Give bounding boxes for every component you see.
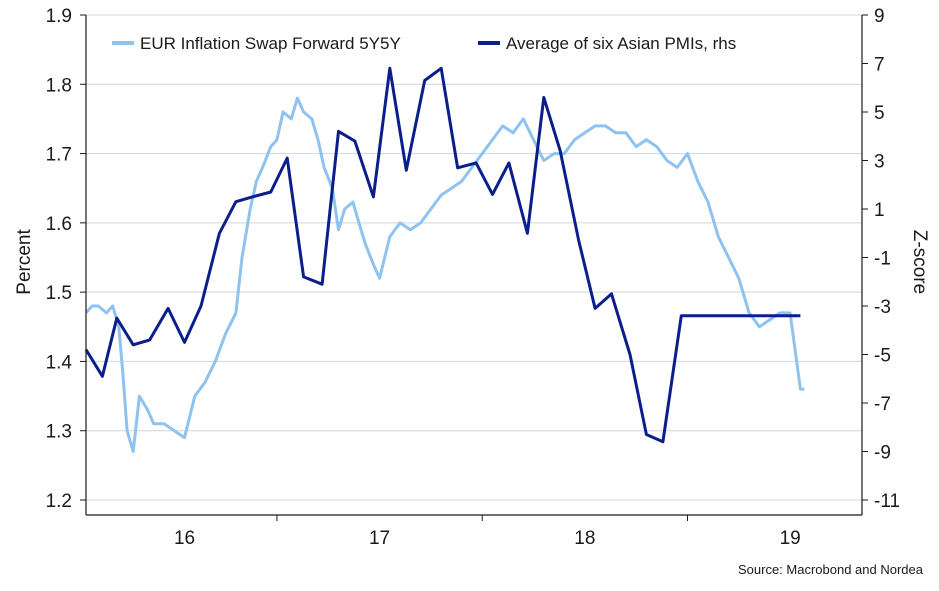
y-tick-label: 1.2 xyxy=(46,491,72,512)
x-tick-label: 17 xyxy=(369,528,390,549)
y-tick-label: 1.8 xyxy=(46,75,72,96)
y-tick-label: 1.6 xyxy=(46,214,72,235)
tick-labels: 1.21.31.41.51.61.71.81.9-11-9-7-5-3-1135… xyxy=(46,6,900,549)
y2-tick-label: 3 xyxy=(874,152,885,173)
y2-tick-label: -7 xyxy=(874,394,891,415)
gridlines xyxy=(86,14,862,501)
series-line-asian-pmi xyxy=(84,66,801,444)
y2-tick-label: -3 xyxy=(874,297,891,318)
y2-axis-title: Z-score xyxy=(909,230,930,294)
y2-tick-label: -9 xyxy=(874,443,891,464)
x-tick-label: 19 xyxy=(780,528,801,549)
series-line-eur-swap xyxy=(84,96,805,453)
y2-tick-label: -11 xyxy=(874,491,900,512)
legend-label-asian-pmi: Average of six Asian PMIs, rhs xyxy=(506,34,736,53)
y-tick-label: 1.5 xyxy=(46,283,72,304)
y2-tick-label: 7 xyxy=(874,55,885,76)
y2-tick-label: 5 xyxy=(874,103,885,124)
y2-tick-label: -5 xyxy=(874,346,891,367)
y-tick-label: 1.4 xyxy=(46,352,73,373)
y-tick-label: 1.3 xyxy=(46,422,72,443)
y-axis-title: Percent xyxy=(14,229,35,295)
series-layer xyxy=(84,66,805,453)
legend-label-eur-swap: EUR Inflation Swap Forward 5Y5Y xyxy=(140,34,401,53)
x-tick-label: 18 xyxy=(574,528,595,549)
legend: EUR Inflation Swap Forward 5Y5Y Average … xyxy=(112,34,736,53)
axes xyxy=(80,14,868,521)
y2-tick-label: 9 xyxy=(874,6,885,27)
y-tick-label: 1.7 xyxy=(46,145,72,166)
y2-tick-label: -1 xyxy=(874,249,891,270)
source-note: Source: Macrobond and Nordea xyxy=(737,562,923,577)
x-tick-label: 16 xyxy=(174,528,195,549)
y-tick-label: 1.9 xyxy=(46,6,72,27)
y2-tick-label: 1 xyxy=(874,200,885,221)
